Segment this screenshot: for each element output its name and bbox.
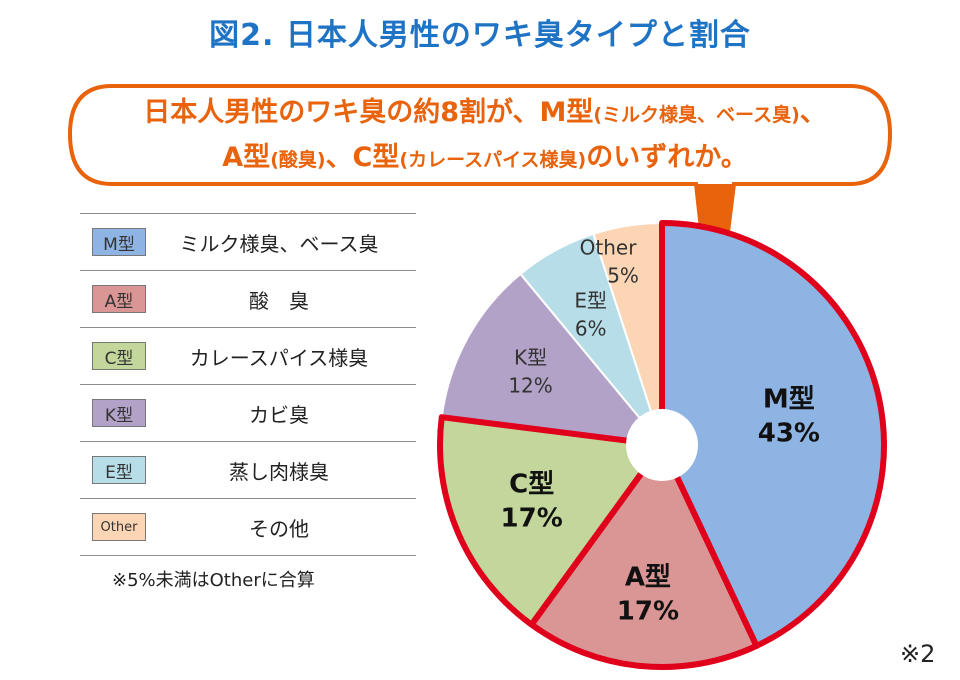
legend-row: C型 カレースパイス様臭 bbox=[80, 328, 416, 385]
legend-swatch: M型 bbox=[92, 228, 146, 256]
footnote: ※5%未満はOtherに合算 bbox=[112, 570, 315, 591]
callout-line2-paren-a: (酸臭) bbox=[270, 149, 326, 171]
legend-desc: カビ臭 bbox=[249, 402, 309, 427]
callout-line2-end: のいずれか。 bbox=[586, 142, 748, 173]
slice-label-value: 6% bbox=[575, 316, 607, 340]
slice-label-value: 17% bbox=[501, 503, 563, 533]
highlight-outline-1 bbox=[659, 220, 887, 649]
legend-desc: ミルク様臭、ベース臭 bbox=[179, 231, 379, 256]
callout-line-2: A型(酸臭)、C型(カレースパイス様臭)のいずれか。 bbox=[70, 137, 900, 182]
callout-text: 日本人男性のワキ臭の約8割が、M型(ミルク様臭、ベース臭)、 A型(酸臭)、C型… bbox=[70, 92, 900, 182]
highlight-outline-3 bbox=[437, 414, 665, 628]
slice-label-name: Other bbox=[580, 235, 638, 259]
slice-label-name: A型 bbox=[625, 562, 671, 592]
legend-row: A型 酸 臭 bbox=[80, 271, 416, 328]
slice-label-value: 17% bbox=[617, 596, 679, 626]
legend-swatch: Other bbox=[92, 513, 146, 541]
callout-line2-c: 、C型 bbox=[325, 142, 400, 173]
legend-desc: 蒸し肉様臭 bbox=[229, 459, 329, 484]
callout-line2-a: A型 bbox=[222, 142, 271, 173]
slice-label-name: K型 bbox=[514, 346, 547, 370]
legend-row: M型 ミルク様臭、ベース臭 bbox=[80, 213, 416, 271]
callout-line1-paren: (ミルク様臭、ベース臭) bbox=[593, 104, 800, 126]
slice-label-value: 5% bbox=[607, 263, 639, 287]
legend-row: Other その他 bbox=[80, 499, 416, 556]
chart-title: 図2. 日本人男性のワキ臭タイプと割合 bbox=[209, 18, 751, 53]
legend-desc: カレースパイス様臭 bbox=[189, 345, 369, 370]
slice-label-name: M型 bbox=[763, 385, 815, 415]
callout-line-1: 日本人男性のワキ臭の約8割が、M型(ミルク様臭、ベース臭)、 bbox=[70, 92, 900, 137]
slice-label-value: 43% bbox=[758, 419, 820, 449]
legend-desc: 酸 臭 bbox=[249, 288, 309, 313]
legend-desc: その他 bbox=[249, 516, 309, 541]
reference-mark: ※2 bbox=[900, 640, 936, 668]
legend-swatch: E型 bbox=[92, 456, 146, 484]
legend-swatch: A型 bbox=[92, 285, 146, 313]
legend-row: E型 蒸し肉様臭 bbox=[80, 442, 416, 499]
callout-line1-main: 日本人男性のワキ臭の約8割が、M型 bbox=[143, 97, 594, 128]
legend-table: M型 ミルク様臭、ベース臭 A型 酸 臭 C型 カレースパイス様臭 K型 カビ臭… bbox=[80, 213, 416, 556]
slice-label-name: C型 bbox=[509, 469, 554, 499]
legend-swatch: C型 bbox=[92, 342, 146, 370]
slice-label-value: 12% bbox=[508, 374, 552, 398]
legend-swatch: K型 bbox=[92, 399, 146, 427]
callout-line1-comma: 、 bbox=[799, 97, 827, 128]
pie-center-hole bbox=[626, 409, 698, 481]
callout-line2-paren-c: (カレースパイス様臭) bbox=[399, 149, 587, 171]
legend-row: K型 カビ臭 bbox=[80, 385, 416, 442]
pie-slice-4 bbox=[440, 272, 665, 447]
slice-label-name: E型 bbox=[574, 288, 607, 312]
highlight-outline-2 bbox=[528, 442, 760, 670]
